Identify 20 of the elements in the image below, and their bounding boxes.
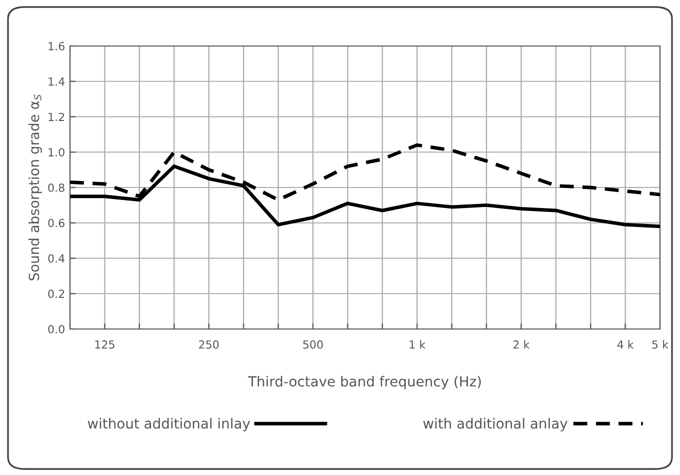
y-tick-label: 1.2 [48, 112, 64, 121]
legend-label: without additional inlay [88, 418, 250, 432]
y-tick-label: 0.6 [48, 218, 64, 228]
x-tick-label: 250 [199, 340, 219, 349]
x-tick-label: 125 [95, 340, 114, 349]
x-axis-title: Third-octave band frequency (Hz) [248, 376, 481, 390]
y-axis-title: Sound absorption grade α$_{S}$ [28, 94, 42, 280]
y-tick-label: 0.8 [48, 183, 64, 192]
x-tick-label: 5 k [652, 340, 668, 349]
x-tick-label: 500 [303, 340, 323, 349]
y-tick-label: 0.4 [48, 254, 65, 263]
y-tick-label: 1.0 [48, 148, 64, 157]
y-tick-label: 0.2 [48, 290, 64, 298]
x-tick-label: 1 k [410, 340, 426, 349]
y-tick-label: 1.6 [48, 42, 64, 50]
legend-label: with additional anlay [423, 418, 568, 432]
y-tick-label: 1.4 [48, 77, 65, 86]
x-tick-label: 4 k [617, 340, 634, 349]
x-tick-label: 2 k [513, 340, 530, 349]
y-tick-label: 0.0 [48, 324, 64, 334]
